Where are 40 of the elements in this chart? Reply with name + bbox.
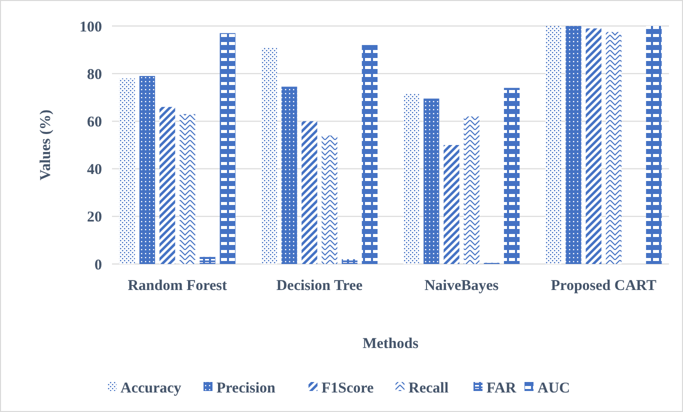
bar — [403, 94, 420, 264]
x-tick-label: Random Forest — [128, 278, 228, 294]
bar — [362, 45, 378, 264]
bar — [180, 114, 196, 264]
legend-label: Recall — [408, 380, 448, 396]
y-tick-label: 100 — [80, 19, 102, 36]
bar — [302, 121, 318, 264]
bar — [464, 116, 480, 264]
x-tick-label: NaiveBayes — [424, 278, 499, 294]
bar — [261, 47, 278, 264]
legend-label: FAR — [486, 380, 516, 396]
bar — [424, 98, 440, 264]
bar — [220, 33, 236, 264]
bar — [444, 145, 460, 264]
bar — [159, 106, 176, 264]
bar — [546, 26, 562, 264]
legend-label: AUC — [538, 380, 570, 396]
y-tick-label: 20 — [87, 210, 102, 226]
y-axis-title: Values (%) — [38, 110, 54, 180]
bar — [606, 32, 622, 264]
bar — [322, 135, 338, 264]
x-tick-label: Proposed CART — [550, 278, 656, 294]
bar — [119, 78, 135, 264]
bar — [566, 26, 582, 264]
y-tick-label: 0 — [94, 257, 102, 274]
bar — [504, 88, 520, 264]
x-axis-title: Methods — [362, 336, 419, 352]
bar — [139, 76, 156, 264]
legend-label: Precision — [216, 380, 276, 396]
y-tick-label: 40 — [87, 162, 102, 178]
y-tick-label: 60 — [87, 114, 102, 130]
legend-label: Accuracy — [120, 380, 182, 396]
bar — [342, 259, 358, 264]
y-tick-label: 80 — [87, 66, 102, 83]
x-tick-label: Decision Tree — [276, 278, 363, 294]
legend-label: F1Score — [322, 380, 374, 396]
bar — [586, 28, 602, 264]
bar — [200, 256, 216, 264]
bar — [646, 26, 662, 264]
bar — [281, 86, 298, 264]
